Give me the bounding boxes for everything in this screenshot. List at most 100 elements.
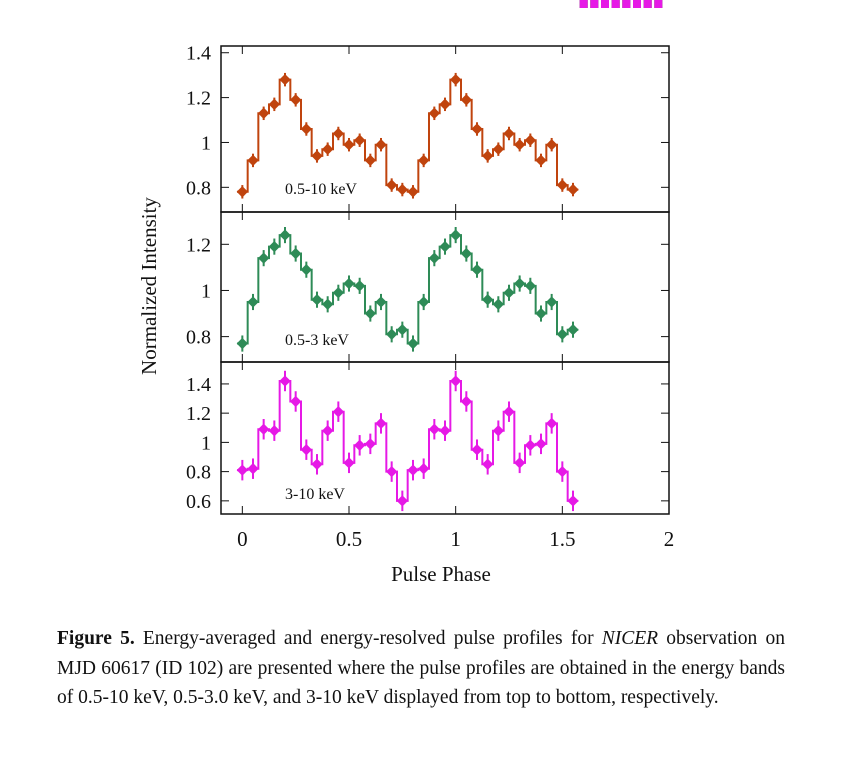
data-point: [460, 94, 472, 106]
data-point: [407, 186, 419, 198]
data-point: [375, 417, 387, 430]
data-point: [535, 154, 547, 167]
data-point: [492, 143, 504, 155]
pulse-profile-chart: Normalized Intensity Pulse Phase 0.8 1 1.2…: [137, 0, 674, 586]
data-point: [407, 337, 419, 350]
data-point: [439, 98, 451, 110]
data-point: [535, 438, 547, 450]
data-point: [354, 439, 366, 451]
band-label: 0.5-10 keV: [285, 181, 357, 198]
data-point: [375, 296, 387, 308]
data-point: [611, 0, 620, 8]
x-tick-label: 0.5: [336, 527, 362, 551]
y-tick-label: 1.4: [186, 43, 211, 65]
data-point: [386, 179, 398, 191]
band-label: 0.5-3 keV: [285, 332, 349, 349]
data-point: [386, 328, 398, 340]
y-tick-label: 1: [201, 432, 211, 454]
data-point: [300, 264, 312, 276]
data-point: [332, 127, 344, 140]
data-point: [633, 0, 641, 8]
data-point: [247, 463, 259, 475]
data-point: [407, 464, 419, 476]
data-point: [343, 139, 355, 151]
data-point: [546, 139, 558, 151]
x-tick-label: 2: [664, 527, 675, 551]
chart-plot-area: 0.8 1 1.2 1.4 0.5-10 keV 0.8 1 1.2 0.5-3 keV 0.6 0…: [186, 0, 674, 551]
series-line: [237, 78, 579, 193]
data-point: [546, 417, 558, 430]
data-point: [268, 98, 280, 110]
data-point: [524, 280, 536, 292]
data-point: [364, 154, 376, 167]
data-point: [643, 0, 652, 8]
data-point: [375, 139, 387, 151]
data-point: [514, 139, 526, 151]
data-point: [279, 73, 291, 86]
data-point: [567, 495, 579, 507]
data-point: [428, 252, 440, 264]
data-point: [268, 425, 280, 437]
data-point: [439, 240, 451, 253]
data-point: [450, 375, 462, 387]
y-tick-label: 0.8: [186, 462, 211, 484]
data-point: [567, 324, 579, 336]
data-point: [418, 154, 430, 167]
data-point: [236, 464, 248, 476]
data-point: [546, 296, 558, 308]
data-point: [364, 307, 376, 320]
y-tick-label: 0.8: [186, 177, 211, 199]
data-point: [236, 186, 248, 198]
y-tick-label: 1.2: [186, 403, 211, 425]
data-point: [322, 143, 334, 155]
series-line: [237, 380, 579, 502]
data-point: [590, 0, 599, 8]
data-point: [460, 247, 472, 260]
y-tick-label: 0.8: [186, 327, 211, 349]
data-point: [322, 425, 334, 437]
data-point: [311, 294, 323, 306]
data-point: [300, 123, 312, 135]
y-axis-title: Normalized Intensity: [137, 197, 161, 375]
data-point: [396, 495, 408, 507]
data-point: [460, 395, 472, 408]
data-point: [654, 0, 663, 8]
data-point: [524, 439, 536, 451]
x-tick-label: 1: [450, 527, 461, 551]
data-point: [503, 287, 515, 299]
data-point: [601, 0, 609, 8]
data-point: [258, 252, 270, 264]
data-point: [396, 324, 408, 336]
y-tick-label: 1.2: [186, 88, 211, 110]
data-point: [482, 294, 494, 306]
data-point: [579, 0, 588, 8]
data-point: [514, 457, 526, 469]
data-point: [556, 465, 568, 478]
data-point: [354, 280, 366, 292]
band-label: 3-10 keV: [285, 486, 345, 503]
data-point: [290, 94, 302, 106]
panel-frame: [220, 361, 670, 515]
data-point: [428, 107, 440, 119]
x-tick-label: 0: [237, 527, 248, 551]
y-tick-label: 1: [201, 280, 211, 302]
data-point: [311, 150, 323, 162]
caption-text-after: observation on MJD 60617 (ID 102) are pr…: [57, 628, 785, 708]
caption-italic: NICER: [601, 628, 659, 649]
data-point: [471, 123, 483, 135]
data-point: [471, 264, 483, 276]
data-point: [386, 465, 398, 478]
data-point: [364, 438, 376, 450]
data-point: [492, 298, 504, 310]
data-point: [290, 395, 302, 408]
x-tick-label: 1.5: [549, 527, 575, 551]
data-point: [396, 183, 408, 196]
data-point: [343, 277, 355, 290]
data-point: [290, 247, 302, 260]
data-point: [567, 183, 579, 196]
data-point: [258, 423, 270, 435]
data-point: [514, 277, 526, 290]
data-point: [279, 375, 291, 387]
data-point: [503, 406, 515, 418]
data-point: [300, 444, 312, 456]
